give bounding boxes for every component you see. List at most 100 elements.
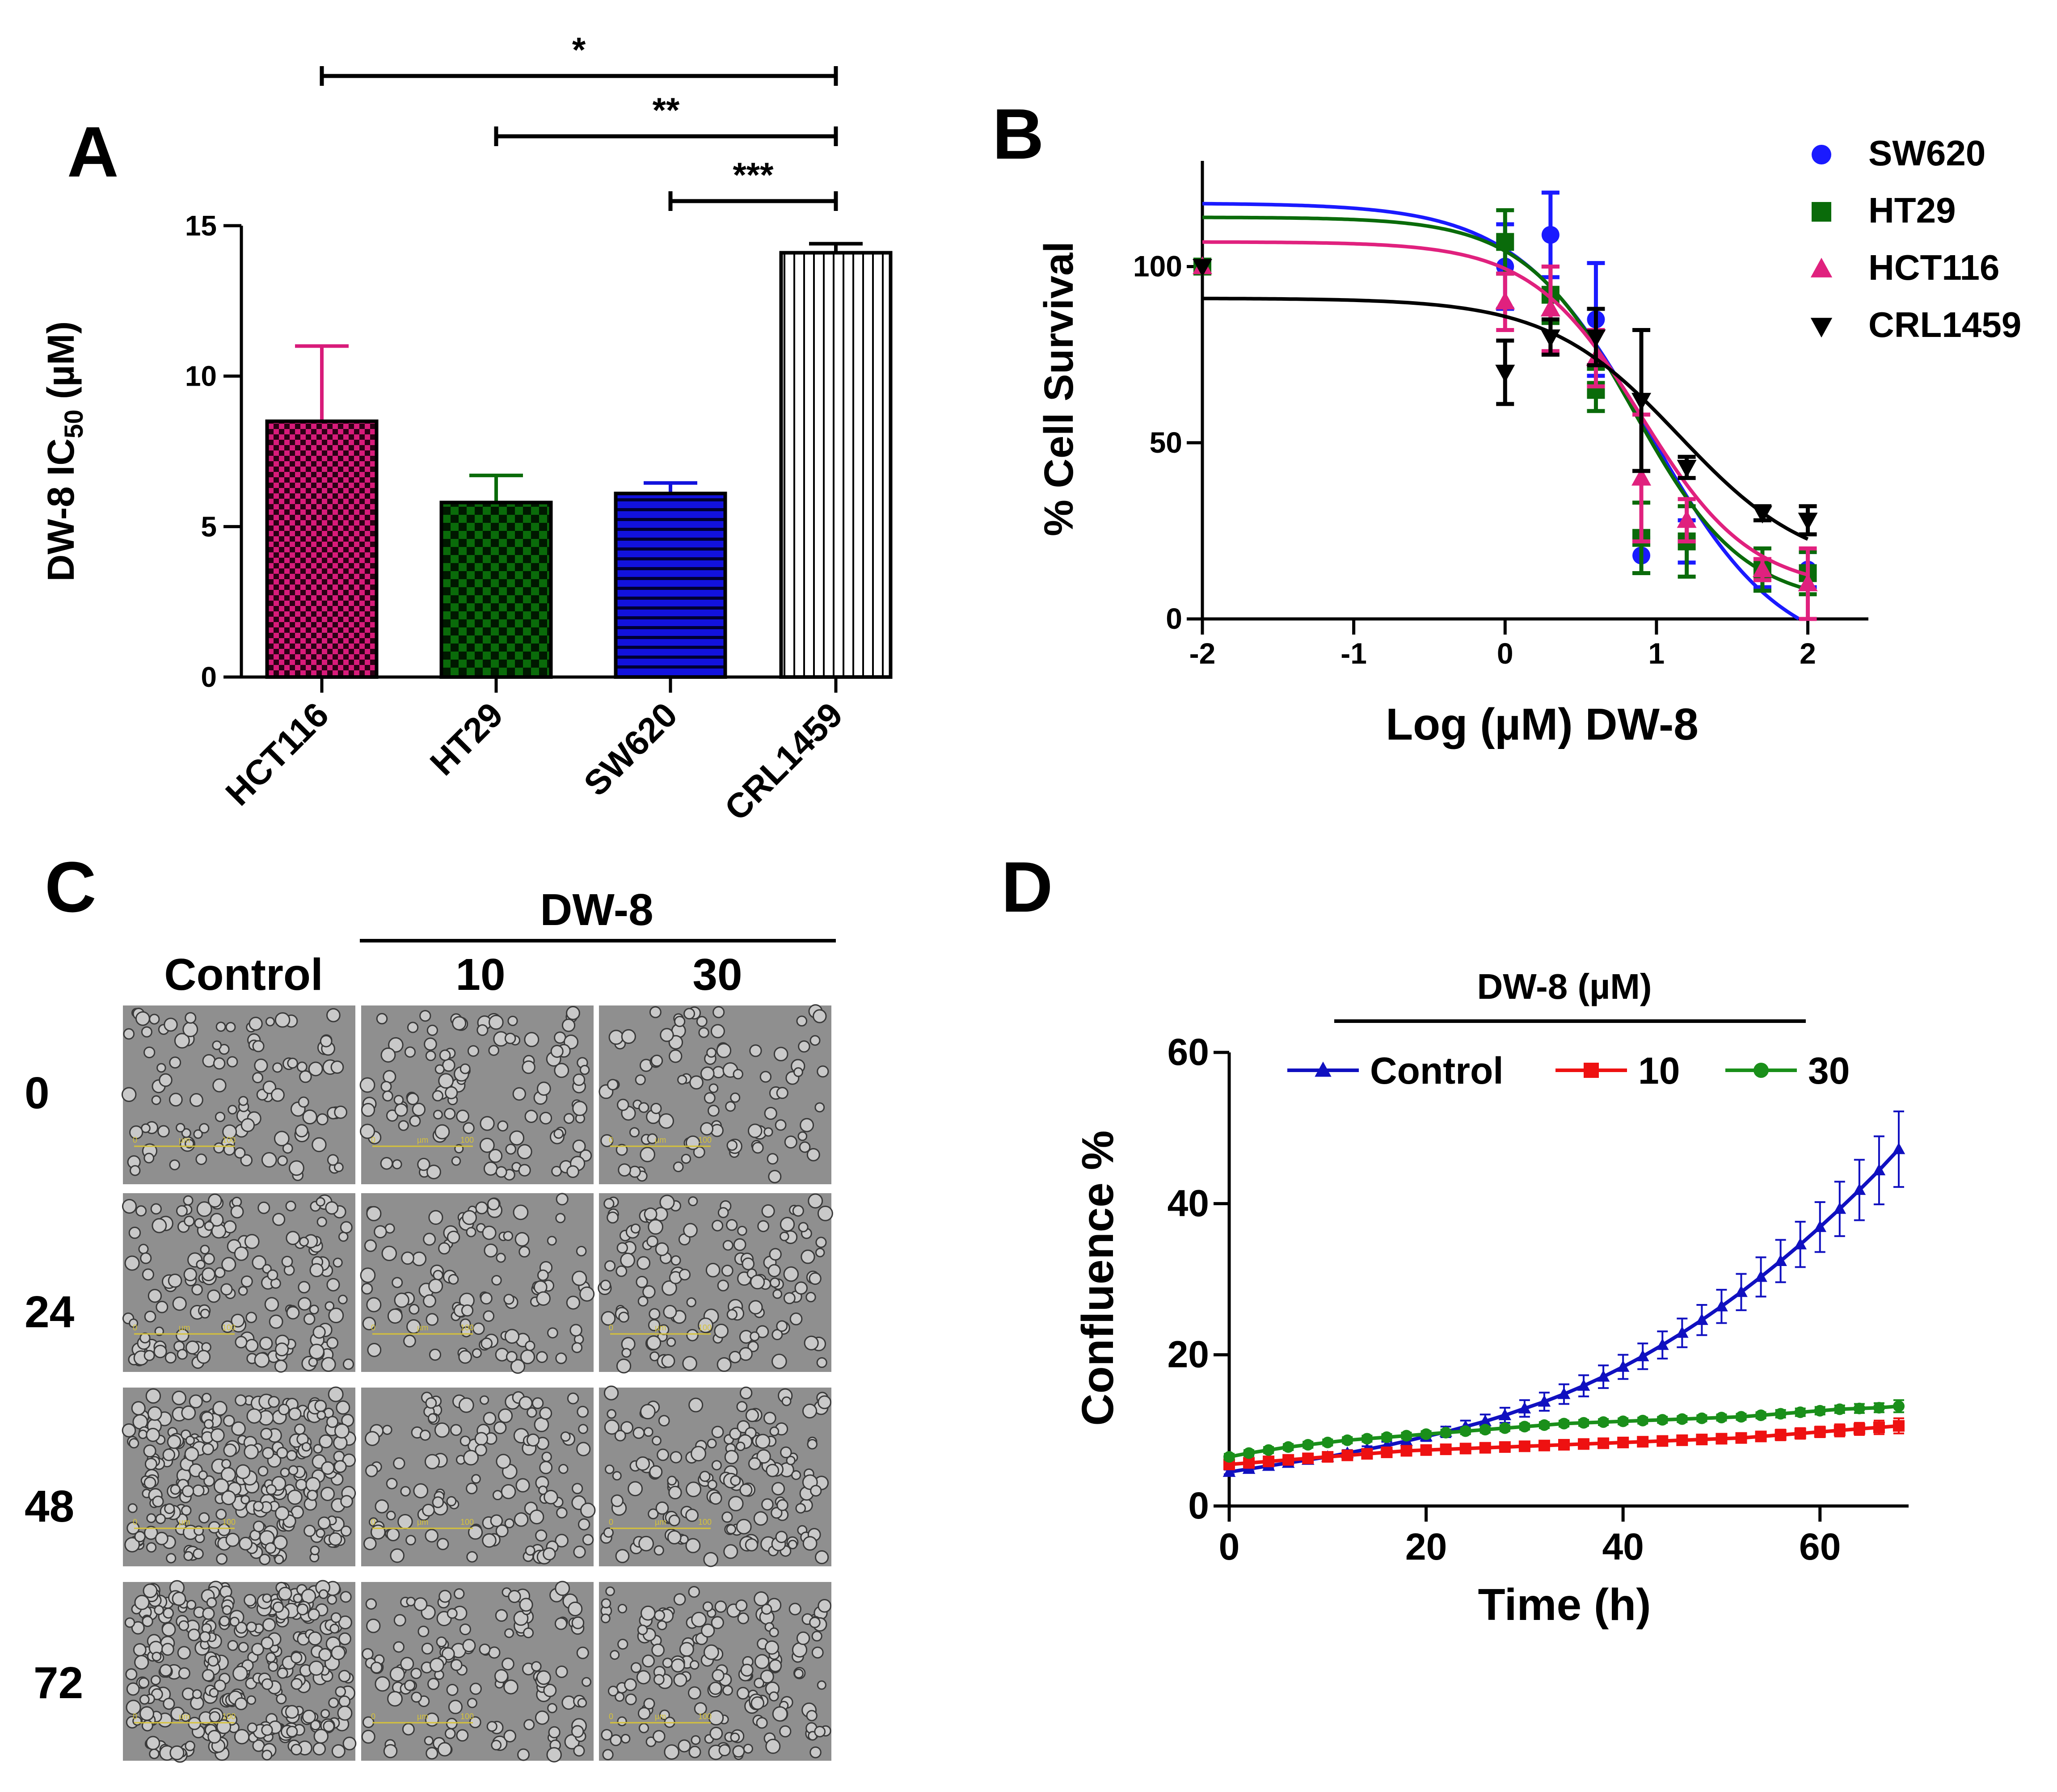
- cell: [535, 1529, 548, 1542]
- cell: [146, 1428, 160, 1442]
- cell: [198, 1512, 210, 1524]
- cell: [816, 1357, 827, 1368]
- cell: [184, 1216, 195, 1227]
- cell: [555, 1352, 567, 1364]
- cell: [246, 1621, 257, 1632]
- data-point: [1873, 1402, 1885, 1414]
- scale-max: 100: [460, 1136, 474, 1144]
- cell: [818, 1598, 832, 1613]
- cell: [647, 1133, 658, 1144]
- cell: [645, 1736, 657, 1747]
- cell: [780, 1446, 792, 1459]
- cell: [266, 1484, 277, 1495]
- cell: [425, 1397, 437, 1409]
- cell: [776, 1499, 788, 1511]
- cell: [236, 1464, 251, 1479]
- row-label: 48: [25, 1481, 74, 1531]
- cell: [126, 1682, 140, 1696]
- cell: [735, 1599, 748, 1612]
- cell: [771, 1354, 787, 1369]
- cell: [446, 1717, 458, 1729]
- cell: [558, 1464, 569, 1474]
- cell: [648, 1319, 661, 1331]
- data-point: [1479, 1442, 1491, 1454]
- data-point: [1755, 1409, 1767, 1421]
- legend-marker: [1812, 202, 1831, 222]
- cell: [187, 1628, 201, 1641]
- series-ht29: HT29: [1193, 190, 1956, 597]
- cell: [194, 1525, 204, 1536]
- data-point: [1540, 329, 1560, 348]
- cell: [637, 1624, 648, 1635]
- cell: [178, 1667, 190, 1679]
- cell: [484, 1243, 498, 1258]
- cell: [221, 1459, 232, 1469]
- cell: [434, 1124, 450, 1140]
- data-point: [1676, 1413, 1688, 1425]
- cell: [366, 1297, 382, 1312]
- significance-label: ***: [733, 155, 774, 194]
- cell: [539, 1460, 553, 1474]
- cell: [319, 1434, 333, 1448]
- data-point: [1577, 1379, 1590, 1391]
- cell: [382, 1090, 393, 1102]
- cell: [707, 1480, 717, 1490]
- cell: [571, 1725, 584, 1738]
- cell: [316, 1197, 325, 1207]
- cell: [163, 1607, 174, 1619]
- cell: [628, 1165, 641, 1178]
- cell: [814, 1726, 826, 1737]
- cell: [221, 1490, 236, 1506]
- cell: [486, 1721, 497, 1732]
- cell: [386, 1510, 396, 1521]
- cell: [504, 1329, 520, 1344]
- data-point: [1853, 1402, 1865, 1414]
- cell: [783, 1292, 796, 1304]
- cell: [621, 1348, 632, 1358]
- cell: [700, 1122, 714, 1136]
- cell: [215, 1111, 226, 1122]
- cell: [712, 1006, 725, 1018]
- cell: [493, 1421, 507, 1434]
- cell: [461, 1304, 474, 1317]
- cell: [556, 1507, 568, 1519]
- cell: [229, 1616, 240, 1627]
- cell: [576, 1646, 589, 1659]
- cell: [779, 1725, 792, 1737]
- cell: [298, 1096, 309, 1108]
- cell: [813, 1009, 827, 1023]
- cell: [164, 1352, 177, 1364]
- cell: [660, 1028, 674, 1042]
- cell: [185, 1012, 197, 1024]
- x-tick-label-b: 0: [1497, 637, 1513, 670]
- cell: [169, 1159, 180, 1170]
- data-point: [1282, 1441, 1294, 1453]
- cell: [299, 1070, 312, 1083]
- scale-unit: µm: [655, 1712, 666, 1721]
- cell: [252, 1072, 264, 1083]
- cell: [497, 1120, 509, 1132]
- cell: [716, 1043, 732, 1058]
- micrograph-tile: 0 µm 100: [122, 1193, 355, 1373]
- cell: [745, 1538, 759, 1552]
- cell: [202, 1607, 215, 1620]
- cell: [615, 1144, 628, 1156]
- cell: [143, 1153, 155, 1164]
- cell: [482, 1225, 497, 1240]
- micrograph-tile: 0 µm 100: [598, 1193, 833, 1374]
- y-tick-label-d: 40: [1168, 1182, 1209, 1224]
- cell: [166, 1553, 177, 1564]
- cell: [301, 1442, 311, 1452]
- cell: [655, 1501, 669, 1515]
- micrograph-tile: 0 µm 100: [361, 1581, 594, 1763]
- cell: [286, 1450, 297, 1461]
- cell: [325, 1301, 335, 1311]
- cell: [677, 1075, 687, 1085]
- cell: [257, 1201, 270, 1214]
- cell: [747, 1123, 763, 1138]
- cell: [286, 1306, 300, 1320]
- cell: [193, 1548, 204, 1560]
- cell: [636, 1276, 648, 1288]
- cell: [261, 1724, 273, 1736]
- cell: [272, 1213, 286, 1226]
